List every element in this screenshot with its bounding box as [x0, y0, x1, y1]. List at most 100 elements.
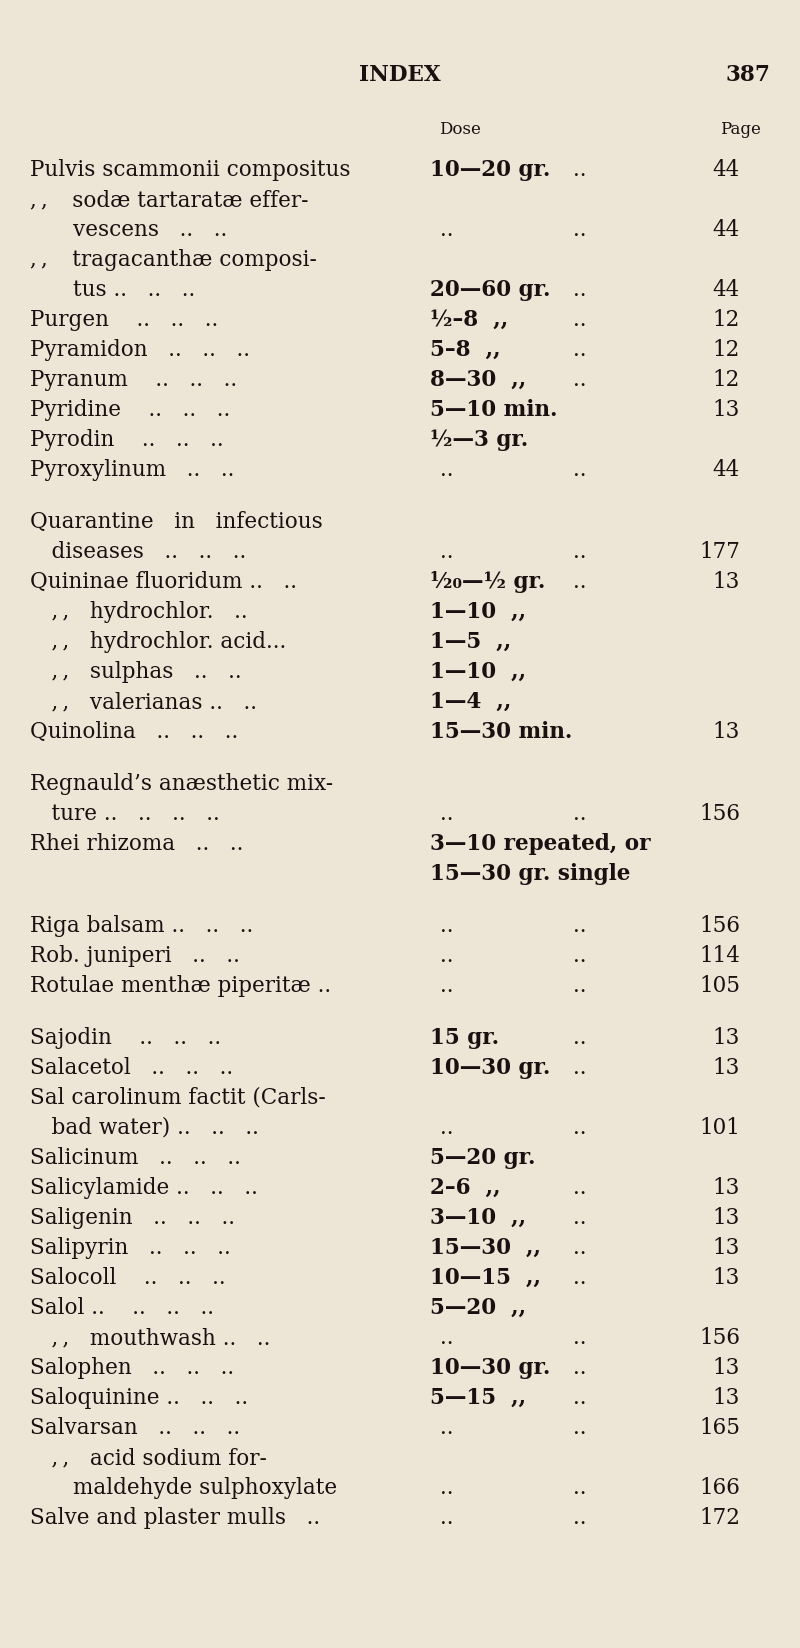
- Text: , ,   hydrochlor.   ..: , , hydrochlor. ..: [30, 600, 248, 623]
- Text: Salicylamide ..   ..   ..: Salicylamide .. .. ..: [30, 1177, 258, 1198]
- Text: 13: 13: [713, 1356, 740, 1378]
- Text: 44: 44: [713, 279, 740, 302]
- Text: 10—30 gr.: 10—30 gr.: [430, 1056, 550, 1078]
- Text: 114: 114: [699, 944, 740, 966]
- Text: ..: ..: [440, 219, 454, 241]
- Text: Salvarsan   ..   ..   ..: Salvarsan .. .. ..: [30, 1416, 240, 1439]
- Text: , ,   mouthwash ..   ..: , , mouthwash .. ..: [30, 1327, 270, 1348]
- Text: 13: 13: [713, 1056, 740, 1078]
- Text: 13: 13: [713, 1177, 740, 1198]
- Text: 13: 13: [713, 1266, 740, 1289]
- Text: 105: 105: [699, 974, 740, 997]
- Text: , ,   sulphas   ..   ..: , , sulphas .. ..: [30, 661, 242, 682]
- Text: 1—5  ,,: 1—5 ,,: [430, 631, 511, 653]
- Text: ..: ..: [574, 570, 586, 593]
- Text: ..: ..: [574, 915, 586, 936]
- Text: Salicinum   ..   ..   ..: Salicinum .. .. ..: [30, 1147, 241, 1168]
- Text: ..: ..: [574, 1506, 586, 1528]
- Text: Quarantine   in   infectious: Quarantine in infectious: [30, 511, 322, 532]
- Text: Salacetol   ..   ..   ..: Salacetol .. .. ..: [30, 1056, 233, 1078]
- Text: ..: ..: [574, 1056, 586, 1078]
- Text: Salve and plaster mulls   ..: Salve and plaster mulls ..: [30, 1506, 320, 1528]
- Text: ..: ..: [574, 308, 586, 331]
- Text: Salocoll    ..   ..   ..: Salocoll .. .. ..: [30, 1266, 226, 1289]
- Text: 12: 12: [713, 308, 740, 331]
- Text: ..: ..: [440, 1477, 454, 1498]
- Text: 20—60 gr.: 20—60 gr.: [430, 279, 550, 302]
- Text: ..: ..: [440, 974, 454, 997]
- Text: 1—4  ,,: 1—4 ,,: [430, 691, 511, 712]
- Text: Salol ..    ..   ..   ..: Salol .. .. .. ..: [30, 1297, 214, 1318]
- Text: 10—15  ,,: 10—15 ,,: [430, 1266, 541, 1289]
- Text: Riga balsam ..   ..   ..: Riga balsam .. .. ..: [30, 915, 254, 936]
- Text: Page: Page: [719, 122, 761, 138]
- Text: ¹⁄₂₀—½ gr.: ¹⁄₂₀—½ gr.: [430, 570, 546, 593]
- Text: ½—3 gr.: ½—3 gr.: [430, 428, 528, 450]
- Text: 5–8  ,,: 5–8 ,,: [430, 339, 501, 361]
- Text: INDEX: INDEX: [359, 64, 441, 86]
- Text: ..: ..: [574, 1477, 586, 1498]
- Text: 12: 12: [713, 339, 740, 361]
- Text: ..: ..: [440, 1116, 454, 1139]
- Text: 177: 177: [699, 541, 740, 562]
- Text: Rob. juniperi   ..   ..: Rob. juniperi .. ..: [30, 944, 240, 966]
- Text: ..: ..: [440, 1506, 454, 1528]
- Text: 13: 13: [713, 720, 740, 743]
- Text: 13: 13: [713, 1236, 740, 1257]
- Text: 156: 156: [699, 1327, 740, 1348]
- Text: , ,   acid sodium for-: , , acid sodium for-: [30, 1447, 267, 1468]
- Text: ture ..   ..   ..   ..: ture .. .. .. ..: [30, 803, 220, 824]
- Text: Saloquinine ..   ..   ..: Saloquinine .. .. ..: [30, 1386, 248, 1407]
- Text: ..: ..: [574, 541, 586, 562]
- Text: 3—10  ,,: 3—10 ,,: [430, 1206, 526, 1228]
- Text: , ,   hydrochlor. acid...: , , hydrochlor. acid...: [30, 631, 286, 653]
- Text: ..: ..: [574, 219, 586, 241]
- Text: Pyramidon   ..   ..   ..: Pyramidon .. .. ..: [30, 339, 250, 361]
- Text: 5—20  ,,: 5—20 ,,: [430, 1297, 526, 1318]
- Text: ½–8  ,,: ½–8 ,,: [430, 308, 508, 331]
- Text: 13: 13: [713, 1386, 740, 1407]
- Text: Rhei rhizoma   ..   ..: Rhei rhizoma .. ..: [30, 832, 243, 854]
- Text: 12: 12: [713, 369, 740, 391]
- Text: ..: ..: [574, 1236, 586, 1257]
- Text: Pyrodin    ..   ..   ..: Pyrodin .. .. ..: [30, 428, 224, 450]
- Text: 172: 172: [699, 1506, 740, 1528]
- Text: 44: 44: [713, 219, 740, 241]
- Text: Rotulae menthæ piperitæ ..: Rotulae menthæ piperitæ ..: [30, 974, 331, 997]
- Text: Quininae fluoridum ..   ..: Quininae fluoridum .. ..: [30, 570, 297, 593]
- Text: , ,   tragacanthæ composi-: , , tragacanthæ composi-: [30, 249, 317, 270]
- Text: ..: ..: [574, 1386, 586, 1407]
- Text: 5—20 gr.: 5—20 gr.: [430, 1147, 535, 1168]
- Text: Pulvis scammonii compositus: Pulvis scammonii compositus: [30, 158, 350, 181]
- Text: Salophen   ..   ..   ..: Salophen .. .. ..: [30, 1356, 234, 1378]
- Text: ..: ..: [574, 803, 586, 824]
- Text: ..: ..: [440, 458, 454, 481]
- Text: Pyroxylinum   ..   ..: Pyroxylinum .. ..: [30, 458, 234, 481]
- Text: 13: 13: [713, 399, 740, 420]
- Text: Sal carolinum factit (Carls-: Sal carolinum factit (Carls-: [30, 1086, 326, 1109]
- Text: 15 gr.: 15 gr.: [430, 1027, 499, 1048]
- Text: ..: ..: [574, 1116, 586, 1139]
- Text: 165: 165: [699, 1416, 740, 1439]
- Text: ..: ..: [440, 541, 454, 562]
- Text: 10—20 gr.: 10—20 gr.: [430, 158, 550, 181]
- Text: Salipyrin   ..   ..   ..: Salipyrin .. .. ..: [30, 1236, 230, 1257]
- Text: ..: ..: [574, 369, 586, 391]
- Text: 13: 13: [713, 1206, 740, 1228]
- Text: ..: ..: [574, 974, 586, 997]
- Text: ..: ..: [440, 915, 454, 936]
- Text: Pyranum    ..   ..   ..: Pyranum .. .. ..: [30, 369, 237, 391]
- Text: bad water) ..   ..   ..: bad water) .. .. ..: [30, 1116, 259, 1139]
- Text: ..: ..: [574, 944, 586, 966]
- Text: 387: 387: [725, 64, 770, 86]
- Text: 1—10  ,,: 1—10 ,,: [430, 661, 526, 682]
- Text: Regnauld’s anæsthetic mix-: Regnauld’s anæsthetic mix-: [30, 773, 333, 794]
- Text: ..: ..: [574, 158, 586, 181]
- Text: 5—10 min.: 5—10 min.: [430, 399, 558, 420]
- Text: ..: ..: [574, 1327, 586, 1348]
- Text: 44: 44: [713, 458, 740, 481]
- Text: 5—15  ,,: 5—15 ,,: [430, 1386, 526, 1407]
- Text: 166: 166: [699, 1477, 740, 1498]
- Text: ..: ..: [574, 458, 586, 481]
- Text: tus ..   ..   ..: tus .. .. ..: [30, 279, 195, 302]
